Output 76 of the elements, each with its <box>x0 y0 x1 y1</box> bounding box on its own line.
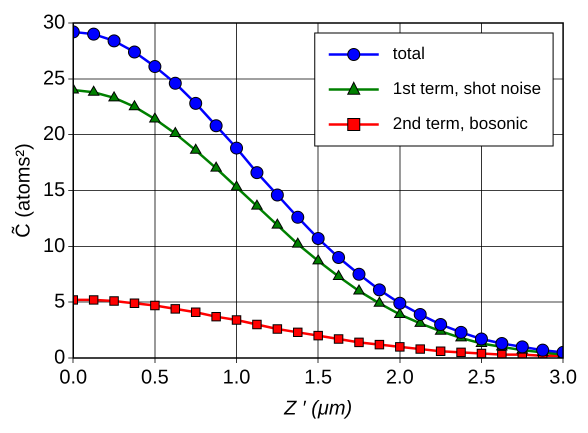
point <box>232 315 242 325</box>
point <box>313 330 323 340</box>
point <box>414 308 427 321</box>
point <box>252 320 262 330</box>
point <box>272 324 282 334</box>
x-tick-label: 2.5 <box>468 366 496 389</box>
point <box>270 188 284 202</box>
point <box>88 86 100 96</box>
point <box>150 300 160 310</box>
point <box>334 334 344 344</box>
point <box>109 296 119 306</box>
y-tick-label: 10 <box>42 234 66 257</box>
point <box>211 312 221 322</box>
point <box>190 307 200 317</box>
point <box>476 348 486 358</box>
point <box>434 318 448 331</box>
y-tick-label: 0 <box>54 346 66 369</box>
point <box>148 60 162 74</box>
y-tick-label: 30 <box>42 12 66 34</box>
point <box>190 144 202 154</box>
point <box>87 28 100 41</box>
point <box>292 238 304 248</box>
point <box>210 162 222 172</box>
point <box>372 283 386 296</box>
x-tick-label: 3.0 <box>549 366 578 389</box>
y-tick-label: 15 <box>42 179 66 202</box>
point <box>230 142 244 155</box>
point <box>436 346 446 356</box>
point <box>149 112 161 123</box>
point <box>88 295 98 305</box>
point <box>293 328 303 338</box>
y-axis-title: C̃ (atoms²) <box>11 143 35 238</box>
x-tick-label: 1.0 <box>222 366 250 389</box>
x-tick-label: 2.0 <box>386 366 414 389</box>
point <box>495 336 508 350</box>
point <box>108 91 120 102</box>
legend-label: 2nd term, bosonic <box>392 114 528 134</box>
point <box>395 342 405 352</box>
point <box>170 304 180 314</box>
point <box>128 46 141 59</box>
point <box>374 296 386 307</box>
point <box>130 298 140 308</box>
point <box>474 332 488 346</box>
y-tick-label: 20 <box>42 123 66 146</box>
point <box>354 338 364 348</box>
point <box>454 326 468 339</box>
point <box>210 119 223 132</box>
point <box>312 232 325 246</box>
point <box>353 284 365 294</box>
point <box>189 96 202 110</box>
x-tick-label: 0.5 <box>140 366 169 389</box>
point <box>291 210 304 224</box>
y-tick-label: 25 <box>42 67 66 90</box>
point <box>332 251 346 264</box>
point <box>170 127 181 138</box>
point <box>230 180 242 191</box>
point <box>108 34 121 48</box>
point <box>128 100 140 110</box>
point <box>312 254 324 264</box>
point <box>374 340 384 350</box>
point <box>250 166 264 180</box>
point <box>516 340 529 354</box>
x-axis-title: Z ′ (μm) <box>283 398 352 420</box>
legend-label: total <box>392 44 425 64</box>
x-tick-label: 0.0 <box>59 366 88 389</box>
point <box>332 270 344 280</box>
point <box>352 268 366 281</box>
point <box>168 76 182 90</box>
y-tick-label: 5 <box>54 290 66 313</box>
point <box>415 344 425 354</box>
point <box>251 200 263 210</box>
point <box>272 218 284 229</box>
x-tick-label: 1.5 <box>304 366 332 389</box>
legend-label: 1st term, shot noise <box>392 79 542 98</box>
point <box>393 296 406 310</box>
point <box>456 348 466 358</box>
